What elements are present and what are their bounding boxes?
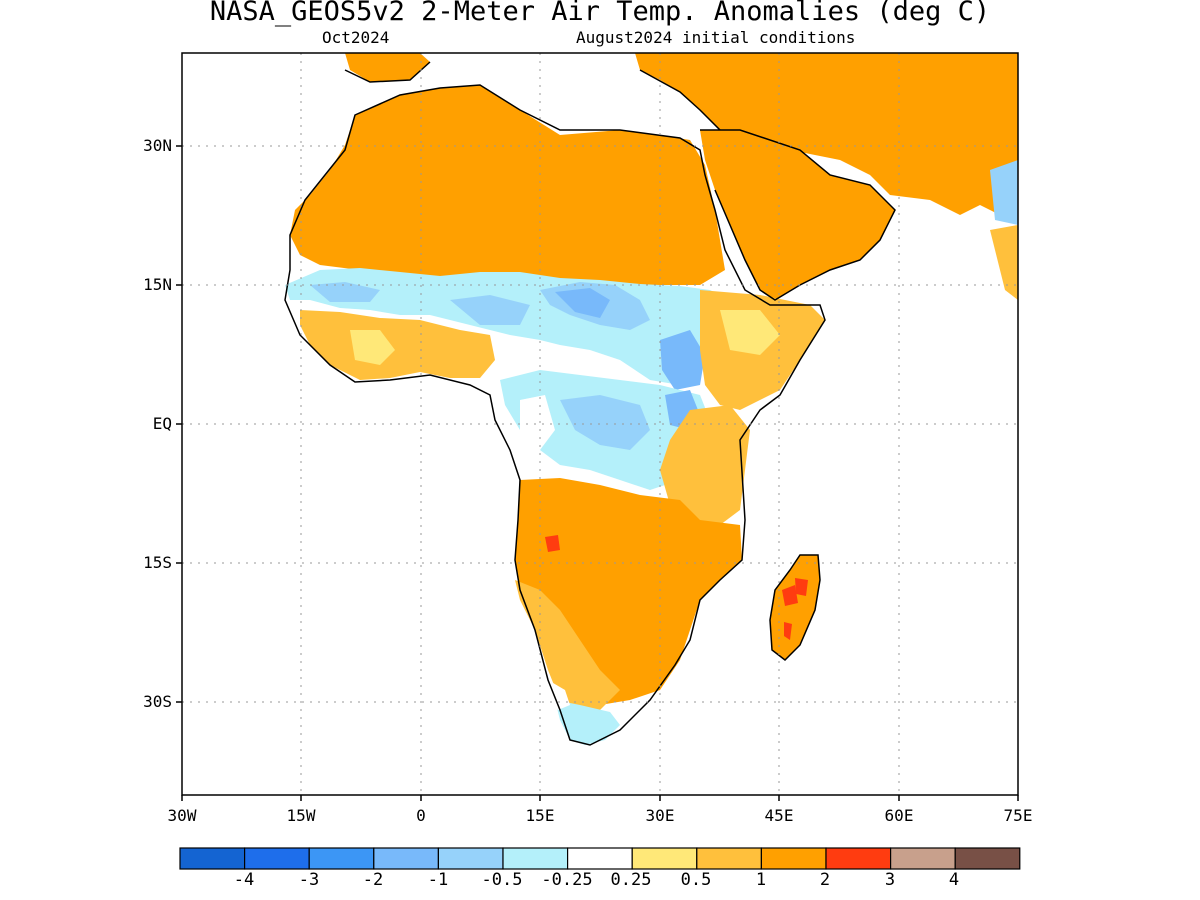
west-africa-warm-region bbox=[300, 310, 495, 380]
angola-hot-spot bbox=[545, 535, 560, 552]
colorbar-swatch bbox=[954, 847, 1021, 870]
lon-label-30w: 30W bbox=[167, 806, 197, 825]
axis-ticks bbox=[176, 145, 1019, 801]
lon-label-60e: 60E bbox=[884, 806, 914, 825]
madagascar-warm-region bbox=[770, 555, 820, 660]
madagascar-hot-spot-2 bbox=[795, 578, 808, 596]
colorbar-label: -2 bbox=[362, 870, 384, 890]
east-africa-warm-region bbox=[660, 405, 750, 525]
colorbar-swatch bbox=[760, 847, 827, 870]
middle-east-warm-region bbox=[635, 53, 1018, 215]
central-africa-white-patch bbox=[520, 395, 555, 450]
colorbar-swatch bbox=[244, 847, 310, 870]
lat-label-eq: EQ bbox=[152, 414, 172, 433]
south-asia-cool-region bbox=[990, 160, 1018, 225]
horn-light-patch bbox=[720, 310, 780, 355]
colorbar-label: -0.5 bbox=[481, 870, 523, 890]
madagascar-hot-spot-3 bbox=[784, 622, 792, 640]
lon-label-0: 0 bbox=[416, 806, 426, 825]
colorbar-label: -1 bbox=[427, 870, 449, 890]
colorbar-swatch bbox=[308, 847, 375, 870]
south-asia-warm-region bbox=[990, 225, 1018, 300]
colorbar-label: 0.5 bbox=[680, 870, 712, 890]
colorbar-label: 4 bbox=[948, 870, 960, 890]
coastlines bbox=[284, 61, 896, 746]
colorbar-swatch bbox=[437, 847, 504, 870]
colorbar-label: 3 bbox=[884, 870, 896, 890]
lat-label-30n: 30N bbox=[143, 136, 172, 155]
lon-label-15e: 15E bbox=[525, 806, 555, 825]
colorbar-swatch bbox=[179, 847, 246, 870]
lon-label-75e: 75E bbox=[1003, 806, 1033, 825]
arabia-warm-region bbox=[700, 130, 895, 300]
europe-warm-region bbox=[345, 53, 430, 82]
colorbar-label: -4 bbox=[233, 870, 255, 890]
lon-label-45e: 45E bbox=[764, 806, 794, 825]
forecast-month: Oct2024 bbox=[322, 28, 390, 47]
initial-conditions: August2024 initial conditions bbox=[576, 28, 856, 47]
colorbar-swatch bbox=[566, 847, 633, 870]
colorbar-label: -3 bbox=[298, 870, 320, 890]
lat-label-15n: 15N bbox=[143, 275, 172, 294]
colorbar-swatch bbox=[825, 847, 892, 870]
cape-cool-region bbox=[555, 700, 620, 745]
southwest-africa-light-region bbox=[515, 580, 620, 712]
lat-label-15s: 15S bbox=[143, 553, 172, 572]
colorbar-swatch bbox=[631, 847, 698, 870]
colorbar bbox=[179, 847, 1021, 870]
colorbar-label: -0.25 bbox=[541, 870, 593, 890]
sahara-warm-region bbox=[290, 85, 725, 285]
madagascar-hot-spot-1 bbox=[782, 585, 798, 606]
lon-label-30e: 30E bbox=[645, 806, 675, 825]
cape-white-region bbox=[548, 680, 570, 710]
sahel-blue-patch-4 bbox=[450, 295, 530, 325]
lat-label-30s: 30S bbox=[143, 692, 172, 711]
colorbar-swatch bbox=[502, 847, 569, 870]
sahel-blue-patch-2 bbox=[555, 288, 610, 318]
colorbar-label: 2 bbox=[819, 870, 831, 890]
colorbar-swatch bbox=[889, 847, 956, 870]
map-gridlines bbox=[182, 53, 1018, 795]
ethiopia-blue-patch bbox=[660, 330, 705, 390]
lon-label-15w: 15W bbox=[286, 806, 316, 825]
map-title: NASA_GEOS5v2 2-Meter Air Temp. Anomalies… bbox=[209, 0, 991, 27]
anomaly-field bbox=[285, 53, 1018, 745]
colorbar-swatch bbox=[696, 847, 762, 870]
colorbar-label: 1 bbox=[755, 870, 767, 890]
colorbar-label: 0.25 bbox=[610, 870, 652, 890]
colorbar-swatch bbox=[373, 847, 439, 870]
sahel-blue-patch-3 bbox=[310, 282, 380, 302]
west-africa-light-patch bbox=[350, 330, 395, 365]
central-africa-blue-patch bbox=[560, 395, 650, 450]
